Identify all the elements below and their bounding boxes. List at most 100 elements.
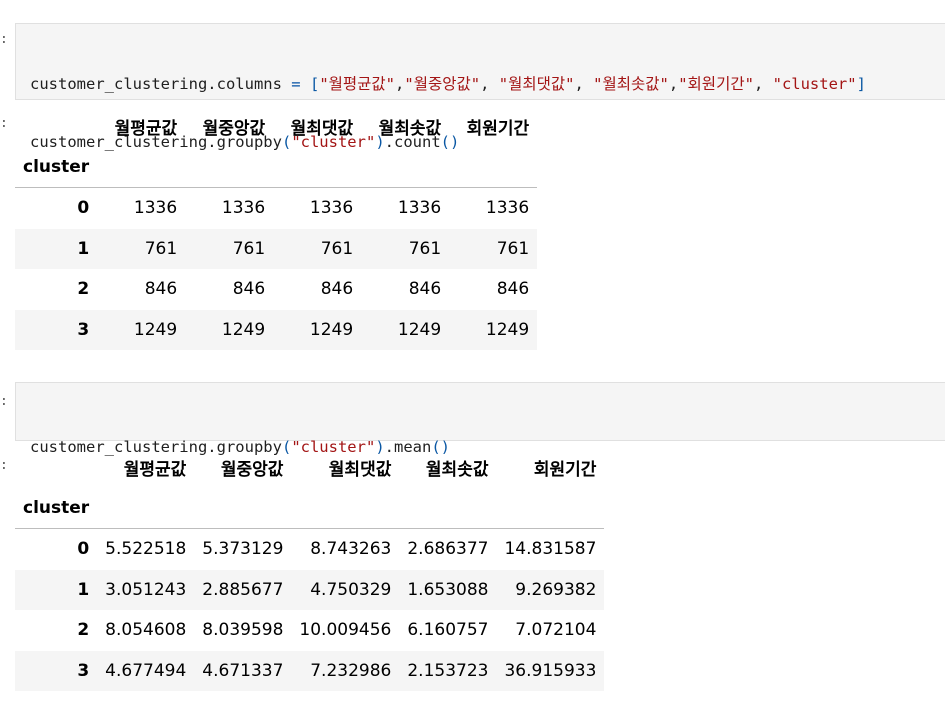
table-row: 0 1336 1336 1336 1336 1336 xyxy=(15,187,538,229)
table-cell: 2.686377 xyxy=(407,539,489,560)
table-cell: 14.831587 xyxy=(504,539,597,560)
code-token: "cluster" xyxy=(291,438,376,456)
table-row: 0 5.522518 5.373129 8.743263 2.686377 14… xyxy=(15,528,605,570)
index-name-row: cluster xyxy=(15,487,605,529)
index-name-row: cluster xyxy=(15,146,538,188)
column-header: 월중앙값 xyxy=(202,118,266,139)
table-cell: 8.054608 xyxy=(105,620,187,641)
table-cell: 846 xyxy=(408,279,442,300)
table-cell: 1.653088 xyxy=(407,579,489,600)
row-index: 3 xyxy=(77,660,90,681)
code-token: ) xyxy=(375,438,385,456)
index-name: cluster xyxy=(15,146,98,188)
code-token: () xyxy=(431,438,450,456)
row-index: 2 xyxy=(77,279,90,300)
row-index: 0 xyxy=(77,539,90,560)
table-cell: 761 xyxy=(144,238,178,259)
column-header: 월중앙값 xyxy=(220,459,284,480)
code-token: .mean xyxy=(384,438,432,456)
table-cell: 1249 xyxy=(133,319,178,340)
count-table: 월평균값 월중앙값 월최댓값 월최솟값 회원기간 cluster 0 1336 … xyxy=(15,106,538,350)
code-token: ( xyxy=(281,133,292,151)
table-cell: 761 xyxy=(496,238,530,259)
table-cell: 846 xyxy=(144,279,178,300)
table-cell: 1249 xyxy=(221,319,266,340)
table-row: 1 761 761 761 761 761 xyxy=(15,228,538,269)
row-index: 1 xyxy=(77,579,90,600)
code-token: ] xyxy=(856,75,866,93)
code-line-1: customer_clustering.columns = ["월평균값","월… xyxy=(30,73,945,95)
mean-table: 월평균값 월중앙값 월최댓값 월최솟값 회원기간 cluster 0 5.522… xyxy=(15,447,605,691)
code-token: "월중앙값" xyxy=(404,75,481,93)
code-token: customer_clustering.columns xyxy=(30,75,292,93)
table-cell: 761 xyxy=(320,238,354,259)
output-1-prompt: : xyxy=(0,116,8,131)
cell-2-prompt: : xyxy=(0,394,8,409)
table-cell: 761 xyxy=(408,238,442,259)
table-cell: 5.373129 xyxy=(202,539,284,560)
column-header: 회원기간 xyxy=(533,459,597,480)
table-cell: 1249 xyxy=(397,319,442,340)
table-cell: 846 xyxy=(320,279,354,300)
code-token: "cluster" xyxy=(772,75,857,93)
index-corner xyxy=(15,447,97,488)
code-line-1: customer_clustering.groupby("cluster").m… xyxy=(30,436,945,458)
table-cell: 4.671337 xyxy=(202,660,284,681)
column-header: 월평균값 xyxy=(123,459,187,480)
code-token: = xyxy=(291,75,301,93)
code-token: "월평균값" xyxy=(319,75,396,93)
code-token: customer_clustering.groupby xyxy=(30,438,282,456)
code-token: ( xyxy=(281,438,292,456)
table-cell: 5.522518 xyxy=(105,539,187,560)
column-header: 월최댓값 xyxy=(328,459,392,480)
table-cell: 761 xyxy=(232,238,266,259)
table-row: 3 1249 1249 1249 1249 1249 xyxy=(15,309,538,350)
table-cell: 6.160757 xyxy=(407,620,489,641)
table-cell: 1336 xyxy=(309,198,354,219)
table-cell: 7.072104 xyxy=(515,620,597,641)
code-token: [ xyxy=(300,75,320,93)
table-cell: 2.885677 xyxy=(202,579,284,600)
code-cell-2[interactable]: customer_clustering.groupby("cluster").m… xyxy=(15,382,945,456)
table-row: 2 846 846 846 846 846 xyxy=(15,269,538,310)
column-header: 월최댓값 xyxy=(290,118,354,139)
table-cell: 8.039598 xyxy=(202,620,284,641)
table-cell: 4.677494 xyxy=(105,660,187,681)
table-row: 3 4.677494 4.671337 7.232986 2.153723 36… xyxy=(15,650,605,691)
row-index: 3 xyxy=(77,319,90,340)
table-cell: 1336 xyxy=(397,198,442,219)
table-cell: 1249 xyxy=(309,319,354,340)
table-cell: 8.743263 xyxy=(310,539,392,560)
table-cell: 7.232986 xyxy=(310,660,392,681)
code-cell-1[interactable]: customer_clustering.columns = ["월평균값","월… xyxy=(15,23,945,151)
table-cell: 10.009456 xyxy=(299,620,392,641)
table-cell: 846 xyxy=(496,279,530,300)
table-cell: 1336 xyxy=(485,198,530,219)
output-2-prompt: : xyxy=(0,458,8,473)
column-header: 월평균값 xyxy=(114,118,178,139)
row-index: 1 xyxy=(77,238,90,259)
code-token: "월최솟값" xyxy=(593,75,669,93)
table-row: 2 8.054608 8.039598 10.009456 6.160757 7… xyxy=(15,610,605,651)
table-cell: 1249 xyxy=(485,319,530,340)
code-token: "월최댓값" xyxy=(498,75,575,93)
code-token: , xyxy=(574,75,594,93)
column-header-row: 월평균값 월중앙값 월최댓값 월최솟값 회원기간 xyxy=(15,106,537,147)
column-header: 월최솟값 xyxy=(378,118,442,139)
table-cell: 1336 xyxy=(221,198,266,219)
table-cell: 36.915933 xyxy=(504,660,597,681)
table-cell: 846 xyxy=(232,279,266,300)
code-token: , xyxy=(753,75,773,93)
table-cell: 2.153723 xyxy=(407,660,489,681)
code-token: , xyxy=(395,75,405,93)
table-cell: 1336 xyxy=(133,198,178,219)
column-header: 회원기간 xyxy=(466,118,530,139)
column-header-row: 월평균값 월중앙값 월최댓값 월최솟값 회원기간 xyxy=(15,447,604,488)
code-token: , xyxy=(668,75,679,93)
cell-1-prompt: : xyxy=(0,32,8,47)
index-name: cluster xyxy=(15,487,98,529)
code-token: "회원기간" xyxy=(678,75,754,93)
table-cell: 9.269382 xyxy=(515,579,597,600)
column-header: 월최솟값 xyxy=(425,459,489,480)
code-token: , xyxy=(480,75,499,93)
